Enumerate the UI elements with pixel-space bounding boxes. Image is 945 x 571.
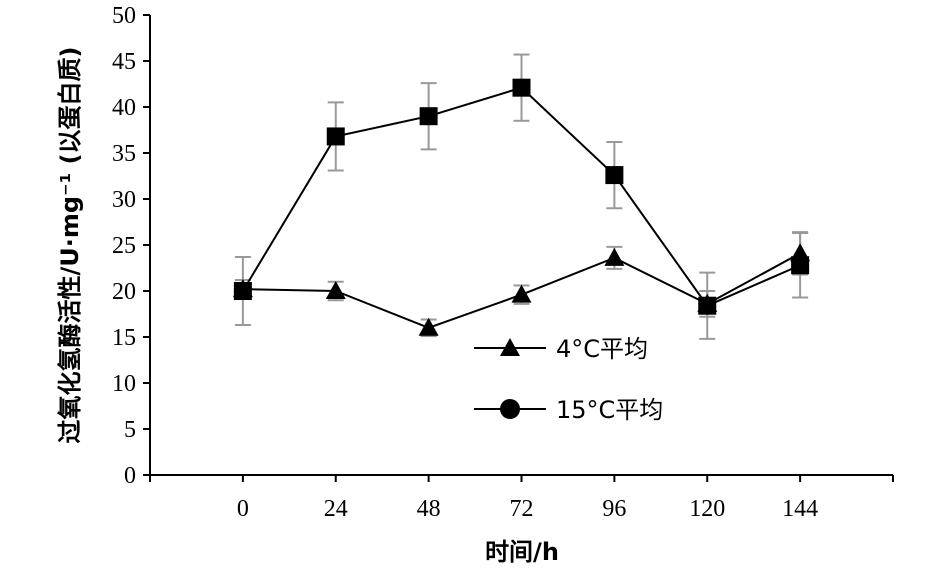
y-tick-label: 30 <box>112 187 136 213</box>
data-point-triangle <box>511 284 532 303</box>
y-tick-label: 50 <box>112 3 136 29</box>
y-tick-label: 25 <box>112 233 136 259</box>
series-markers <box>232 78 811 336</box>
data-point-square <box>512 78 531 97</box>
y-tick-label: 35 <box>112 141 136 167</box>
y-tick-label: 5 <box>124 417 136 443</box>
data-point-triangle <box>604 247 625 266</box>
data-point-square <box>605 166 624 185</box>
y-axis-title: 过氧化氢酶活性/U·mg⁻¹ (以蛋白质) <box>56 46 84 443</box>
y-tick-label: 20 <box>112 279 136 305</box>
data-point-square <box>233 282 252 300</box>
x-tick-label: 120 <box>689 496 725 522</box>
y-axis-ticks: 0 5 10 15 20 25 30 35 40 45 50 <box>112 3 150 489</box>
legend-label-4c: 4°C平均 <box>556 335 648 363</box>
x-tick-label: 0 <box>237 496 249 522</box>
y-tick-label: 15 <box>112 325 136 351</box>
legend: 4°C平均 15°C平均 <box>474 335 663 424</box>
data-point-square <box>419 107 438 126</box>
y-tick-label: 40 <box>112 95 136 121</box>
x-tick-label: 48 <box>417 496 441 522</box>
y-tick-label: 45 <box>112 49 136 75</box>
data-point-triangle <box>418 317 439 336</box>
legend-marker-triangle <box>500 338 520 356</box>
x-tick-label: 72 <box>510 496 534 522</box>
x-tick-label: 144 <box>782 496 818 522</box>
x-tick-label: 96 <box>602 496 626 522</box>
legend-label-15c: 15°C平均 <box>556 396 663 424</box>
data-point-triangle <box>325 281 346 299</box>
legend-marker-circle <box>500 399 520 419</box>
x-axis-ticks: 0 24 48 72 96 120 144 <box>149 475 894 522</box>
data-point-square <box>698 296 717 315</box>
x-axis-title: 时间/h <box>485 538 559 566</box>
y-tick-label: 10 <box>112 371 136 397</box>
data-point-square <box>326 127 345 146</box>
data-point-square <box>791 256 810 275</box>
y-tick-label: 0 <box>124 463 136 489</box>
x-tick-label: 24 <box>324 496 348 522</box>
